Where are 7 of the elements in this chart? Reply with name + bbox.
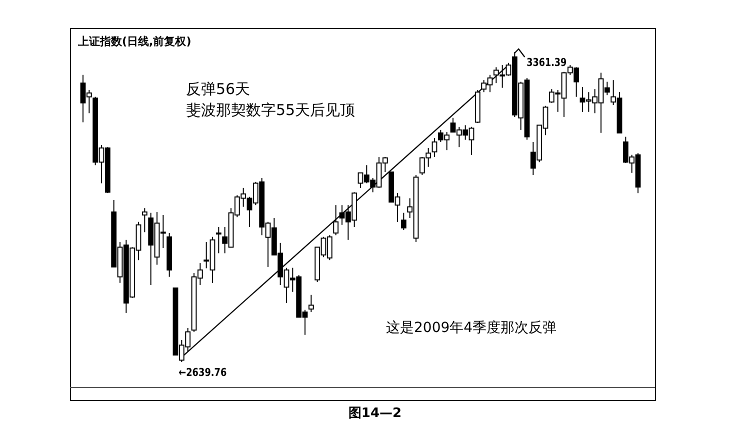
- annotation: 3361.39: [526, 56, 577, 69]
- annotation: 这是2009年4季度那次反弹: [386, 320, 557, 336]
- annotation: 反弹56天: [186, 80, 250, 98]
- caption: 图14—2: [348, 406, 402, 421]
- chart-title: 上证指数(日线,前复权): [77, 35, 192, 48]
- text: ←2639.76: [178, 366, 238, 379]
- annotation: 斐波那契数字55天后见顶: [186, 101, 356, 119]
